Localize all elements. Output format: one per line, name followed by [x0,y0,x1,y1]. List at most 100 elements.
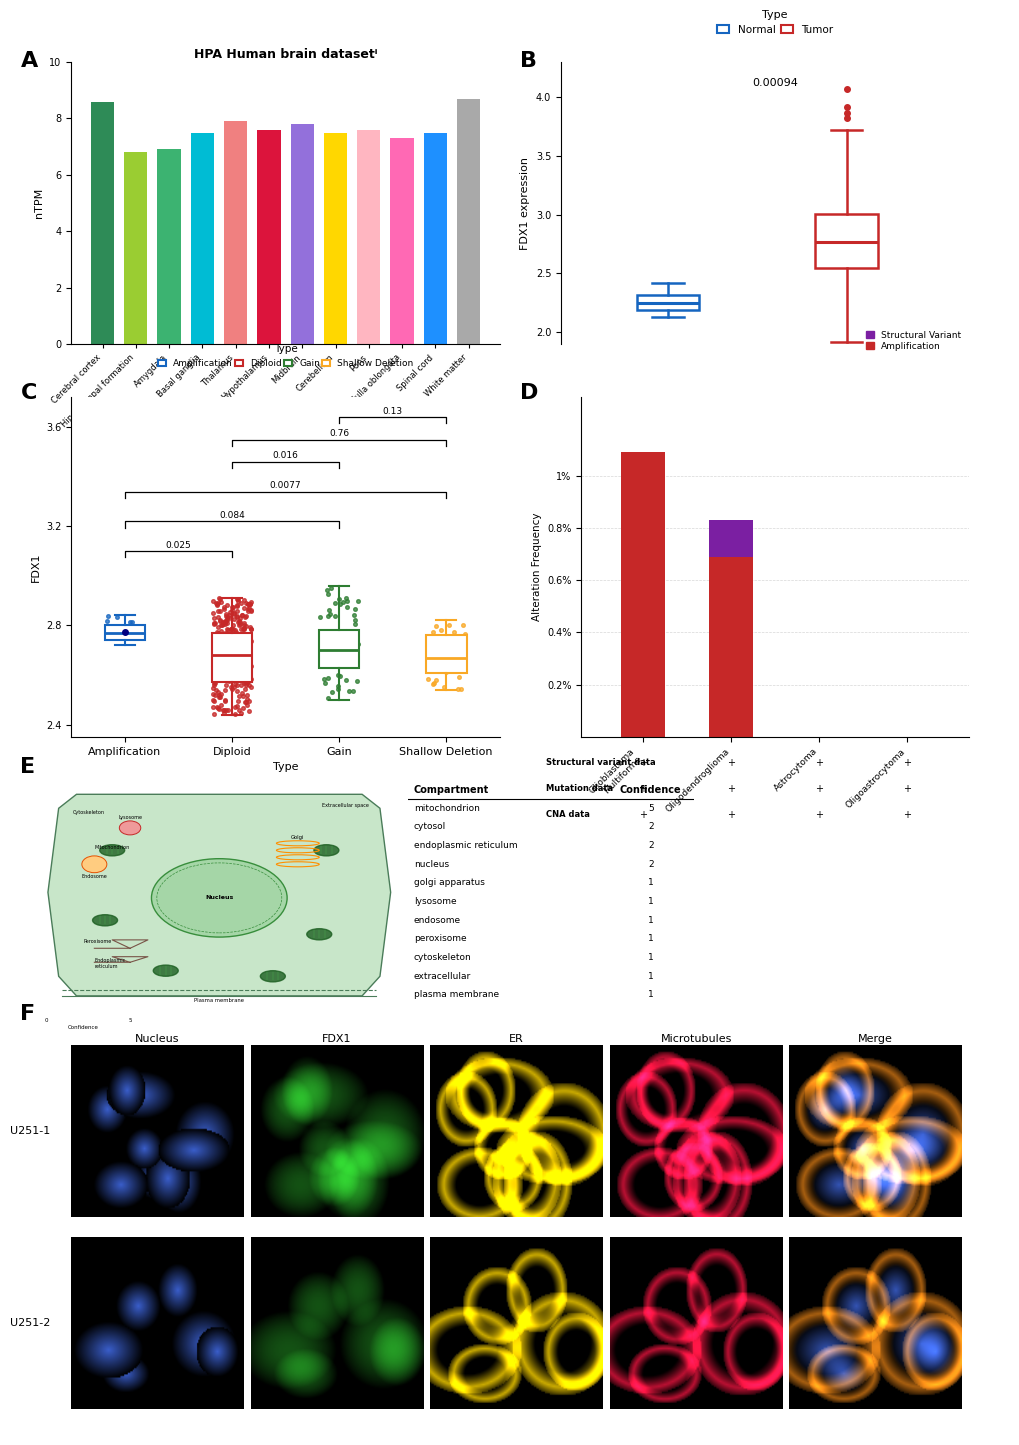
X-axis label: Type: Type [273,762,299,772]
Point [206,673,222,696]
Point [232,701,249,724]
Point [243,655,259,678]
Point [338,595,355,618]
Point [237,642,254,665]
Point [210,605,226,629]
Point [212,600,228,623]
Point [206,702,222,725]
Point [225,666,242,689]
Point [427,624,443,647]
Point [225,601,242,624]
Bar [124,152,148,344]
Point [212,634,228,657]
Point [219,617,235,640]
Text: C: C [20,383,37,403]
Point [218,611,234,634]
Point [217,647,233,670]
Point [239,592,256,616]
Point [223,617,239,640]
Point [206,660,222,683]
Point [209,695,225,718]
Point [213,629,229,652]
Point [423,636,439,659]
Title: Nucleus: Nucleus [136,1035,179,1045]
Point [443,659,460,682]
Point [435,676,451,699]
Bar [290,124,314,344]
Point [420,652,436,675]
Point [338,590,355,613]
Point [238,614,255,637]
Point [228,694,245,717]
Point [438,634,454,657]
Point [242,665,258,688]
Point [213,591,229,614]
Point [229,650,246,673]
Point [208,642,224,665]
Point [216,699,232,722]
Point [318,621,334,644]
Title: Merge: Merge [857,1035,893,1045]
Point [229,605,246,629]
Point [316,668,332,691]
Text: Confidence: Confidence [68,1026,99,1030]
Point [216,678,232,701]
Point [205,601,221,624]
Point [240,592,257,616]
Text: +: + [814,759,822,767]
Bar [51,1010,67,1019]
Point [420,668,436,691]
Text: F: F [20,1004,36,1025]
Point [229,640,246,663]
Text: Mutation data: Mutation data [545,785,612,793]
Bar [708,556,752,737]
Point [210,616,226,639]
Point [237,673,254,696]
Point [205,613,221,636]
Point [229,679,246,702]
Text: Nucleus: Nucleus [205,896,233,900]
Point [232,591,249,614]
Point [227,623,244,646]
Point [237,604,254,627]
Point [239,600,256,623]
Point [205,627,221,650]
Point [100,605,116,629]
Point [329,675,345,698]
Point [209,696,225,720]
Point [220,608,236,631]
Point [350,631,366,655]
Text: cytosol: cytosol [414,822,445,831]
Point [216,639,232,662]
Point [239,592,256,616]
Text: endosome: endosome [414,916,461,925]
Point [207,611,223,634]
Point [449,629,466,652]
Ellipse shape [307,929,331,939]
Point [238,683,255,707]
Point [220,660,236,683]
Point [428,614,444,637]
Point [218,673,234,696]
Text: 2: 2 [647,860,653,868]
Point [223,678,239,701]
Bar [191,133,214,344]
Point [226,607,243,630]
Point [210,681,226,704]
Ellipse shape [82,855,107,873]
Point [330,587,346,610]
Point [242,634,258,657]
Text: Endoplasmic
reticulum: Endoplasmic reticulum [94,958,125,970]
Point [206,656,222,679]
Point [215,701,231,724]
Text: Peroxisome: Peroxisome [84,939,112,944]
Text: Lysosome: Lysosome [118,815,142,821]
Point [232,660,249,683]
Legend: Amplification, Diploid, Gain, Shallow Deletion: Amplification, Diploid, Gain, Shallow De… [154,341,417,371]
Point [231,685,248,708]
Point [229,600,246,623]
Point [320,604,336,627]
Point [208,679,224,702]
Bar [423,133,446,344]
Bar [87,1010,103,1019]
